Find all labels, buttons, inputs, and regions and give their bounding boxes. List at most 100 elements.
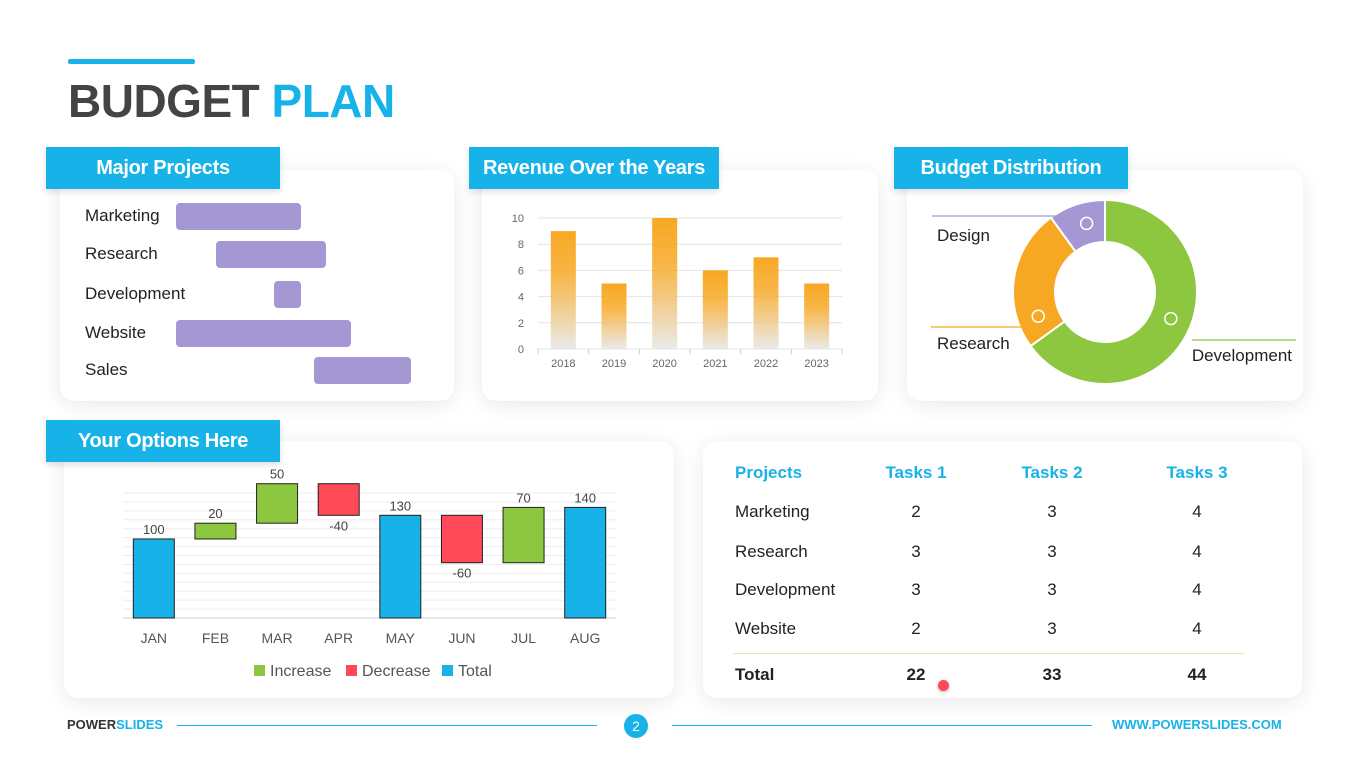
x-tick-label: 2021 <box>703 358 727 370</box>
table-cell: 3 <box>911 580 921 599</box>
gantt-bar <box>216 241 326 268</box>
gantt-label: Development <box>85 284 186 303</box>
donut-label-development: Development <box>1192 346 1292 365</box>
donut-slice <box>1029 198 1198 385</box>
table-cell: Website <box>735 619 797 638</box>
table-header-cell: Tasks 3 <box>1166 463 1228 482</box>
y-tick-label: 4 <box>518 292 524 304</box>
table-cell: Development <box>735 580 836 599</box>
x-tick-label: APR <box>324 630 353 646</box>
waterfall-value-label: 50 <box>270 467 284 482</box>
title-accent-bar <box>68 59 195 64</box>
brand-part-1: POWER <box>67 717 117 732</box>
revenue-bar <box>702 270 728 349</box>
y-tick-label: 0 <box>518 344 524 356</box>
y-tick-label: 8 <box>518 239 524 251</box>
table-cell: 2 <box>911 502 921 521</box>
x-tick-label: 2019 <box>602 358 626 370</box>
slice-marker <box>1164 311 1178 326</box>
revenue-bar-chart: 0 2 4 6 8 10 2018 2019 2020 2021 2022 2023 <box>512 213 843 370</box>
donut-label-design: Design <box>937 226 990 245</box>
table-cell: 3 <box>1047 502 1057 521</box>
table-total-cell: Total <box>735 665 775 684</box>
table-cell: 4 <box>1192 542 1202 561</box>
tasks-table-card <box>703 441 1302 698</box>
waterfall-value-label: -60 <box>453 566 472 581</box>
x-tick-label: JUL <box>511 630 536 646</box>
options-title: Your Options Here <box>46 420 280 462</box>
waterfall-bar <box>256 483 299 524</box>
brand-part-2: SLIDES <box>116 717 164 732</box>
budget-donut-chart: Design Research Development <box>931 198 1296 385</box>
page-number: 2 <box>624 714 648 738</box>
table-cell: 3 <box>1047 580 1057 599</box>
gantt-bar <box>176 320 351 347</box>
y-tick-label: 2 <box>518 318 524 330</box>
x-tick-label: 2020 <box>652 358 676 370</box>
table-cell: Research <box>735 542 808 561</box>
table-total-divider <box>733 653 1244 654</box>
waterfall-bar <box>502 506 545 564</box>
donut-slice <box>1012 216 1078 348</box>
donut-label-research: Research <box>937 334 1010 353</box>
waterfall-value-label: 70 <box>516 490 530 505</box>
footer-line-right <box>672 725 1092 726</box>
revenue-bar <box>601 283 627 349</box>
table-cell: Marketing <box>735 502 810 521</box>
y-tick-label: 10 <box>512 213 524 225</box>
revenue-bar <box>804 283 830 349</box>
table-cell: 3 <box>1047 542 1057 561</box>
major-projects-title: Major Projects <box>46 147 280 189</box>
revenue-bar <box>753 257 779 349</box>
waterfall-bar <box>564 506 607 619</box>
red-dot-marker <box>938 680 949 691</box>
x-tick-label: MAY <box>386 630 416 646</box>
x-tick-label: 2023 <box>804 358 828 370</box>
gantt-label: Sales <box>85 360 128 379</box>
waterfall-value-label: 140 <box>574 490 596 505</box>
waterfall-bar <box>194 522 237 540</box>
gantt-bar <box>313 357 411 384</box>
x-tick-label: JUN <box>448 630 475 646</box>
table-cell: 4 <box>1192 619 1202 638</box>
table-cell: 4 <box>1192 580 1202 599</box>
waterfall-value-label: 130 <box>389 498 411 513</box>
gantt-label: Research <box>85 244 158 263</box>
waterfall-value-label: 100 <box>143 522 165 537</box>
table-header-cell: Tasks 2 <box>1021 463 1083 482</box>
x-tick-label: 2018 <box>551 358 575 370</box>
x-tick-label: JAN <box>141 630 167 646</box>
legend-swatch <box>442 665 453 676</box>
x-tick-label: 2022 <box>754 358 778 370</box>
gantt-label: Marketing <box>85 206 160 225</box>
waterfall-value-label: -40 <box>329 518 348 533</box>
table-cell: 3 <box>1047 619 1057 638</box>
donut-slice <box>1049 198 1106 253</box>
waterfall-bar <box>132 538 175 619</box>
table-total-cell: 22 <box>906 665 926 684</box>
table-cell: 3 <box>911 542 921 561</box>
table-cell: 4 <box>1192 502 1202 521</box>
legend-label: Decrease <box>362 663 431 680</box>
slice-marker <box>1031 309 1046 324</box>
waterfall-bar <box>379 514 422 619</box>
footer-line-left <box>177 725 597 726</box>
revenue-bar <box>652 218 678 349</box>
gantt-label: Website <box>85 323 147 342</box>
legend-swatch <box>346 665 357 676</box>
waterfall-bar <box>317 483 360 516</box>
footer-brand: POWERSLIDES <box>67 717 163 732</box>
table-header-cell: Projects <box>735 463 803 482</box>
waterfall-value-label: 20 <box>208 506 222 521</box>
table-total-cell: 33 <box>1042 665 1062 684</box>
table-cell: 2 <box>911 619 921 638</box>
title-word-plan: PLAN <box>271 75 396 127</box>
gantt-bar <box>273 281 301 308</box>
gantt-bar <box>176 203 301 230</box>
waterfall-bar <box>440 514 483 564</box>
x-tick-label: AUG <box>570 630 600 646</box>
legend-label: Increase <box>270 663 331 680</box>
legend-label: Total <box>458 663 492 680</box>
revenue-title: Revenue Over the Years <box>469 147 719 189</box>
x-tick-label: FEB <box>202 630 229 646</box>
